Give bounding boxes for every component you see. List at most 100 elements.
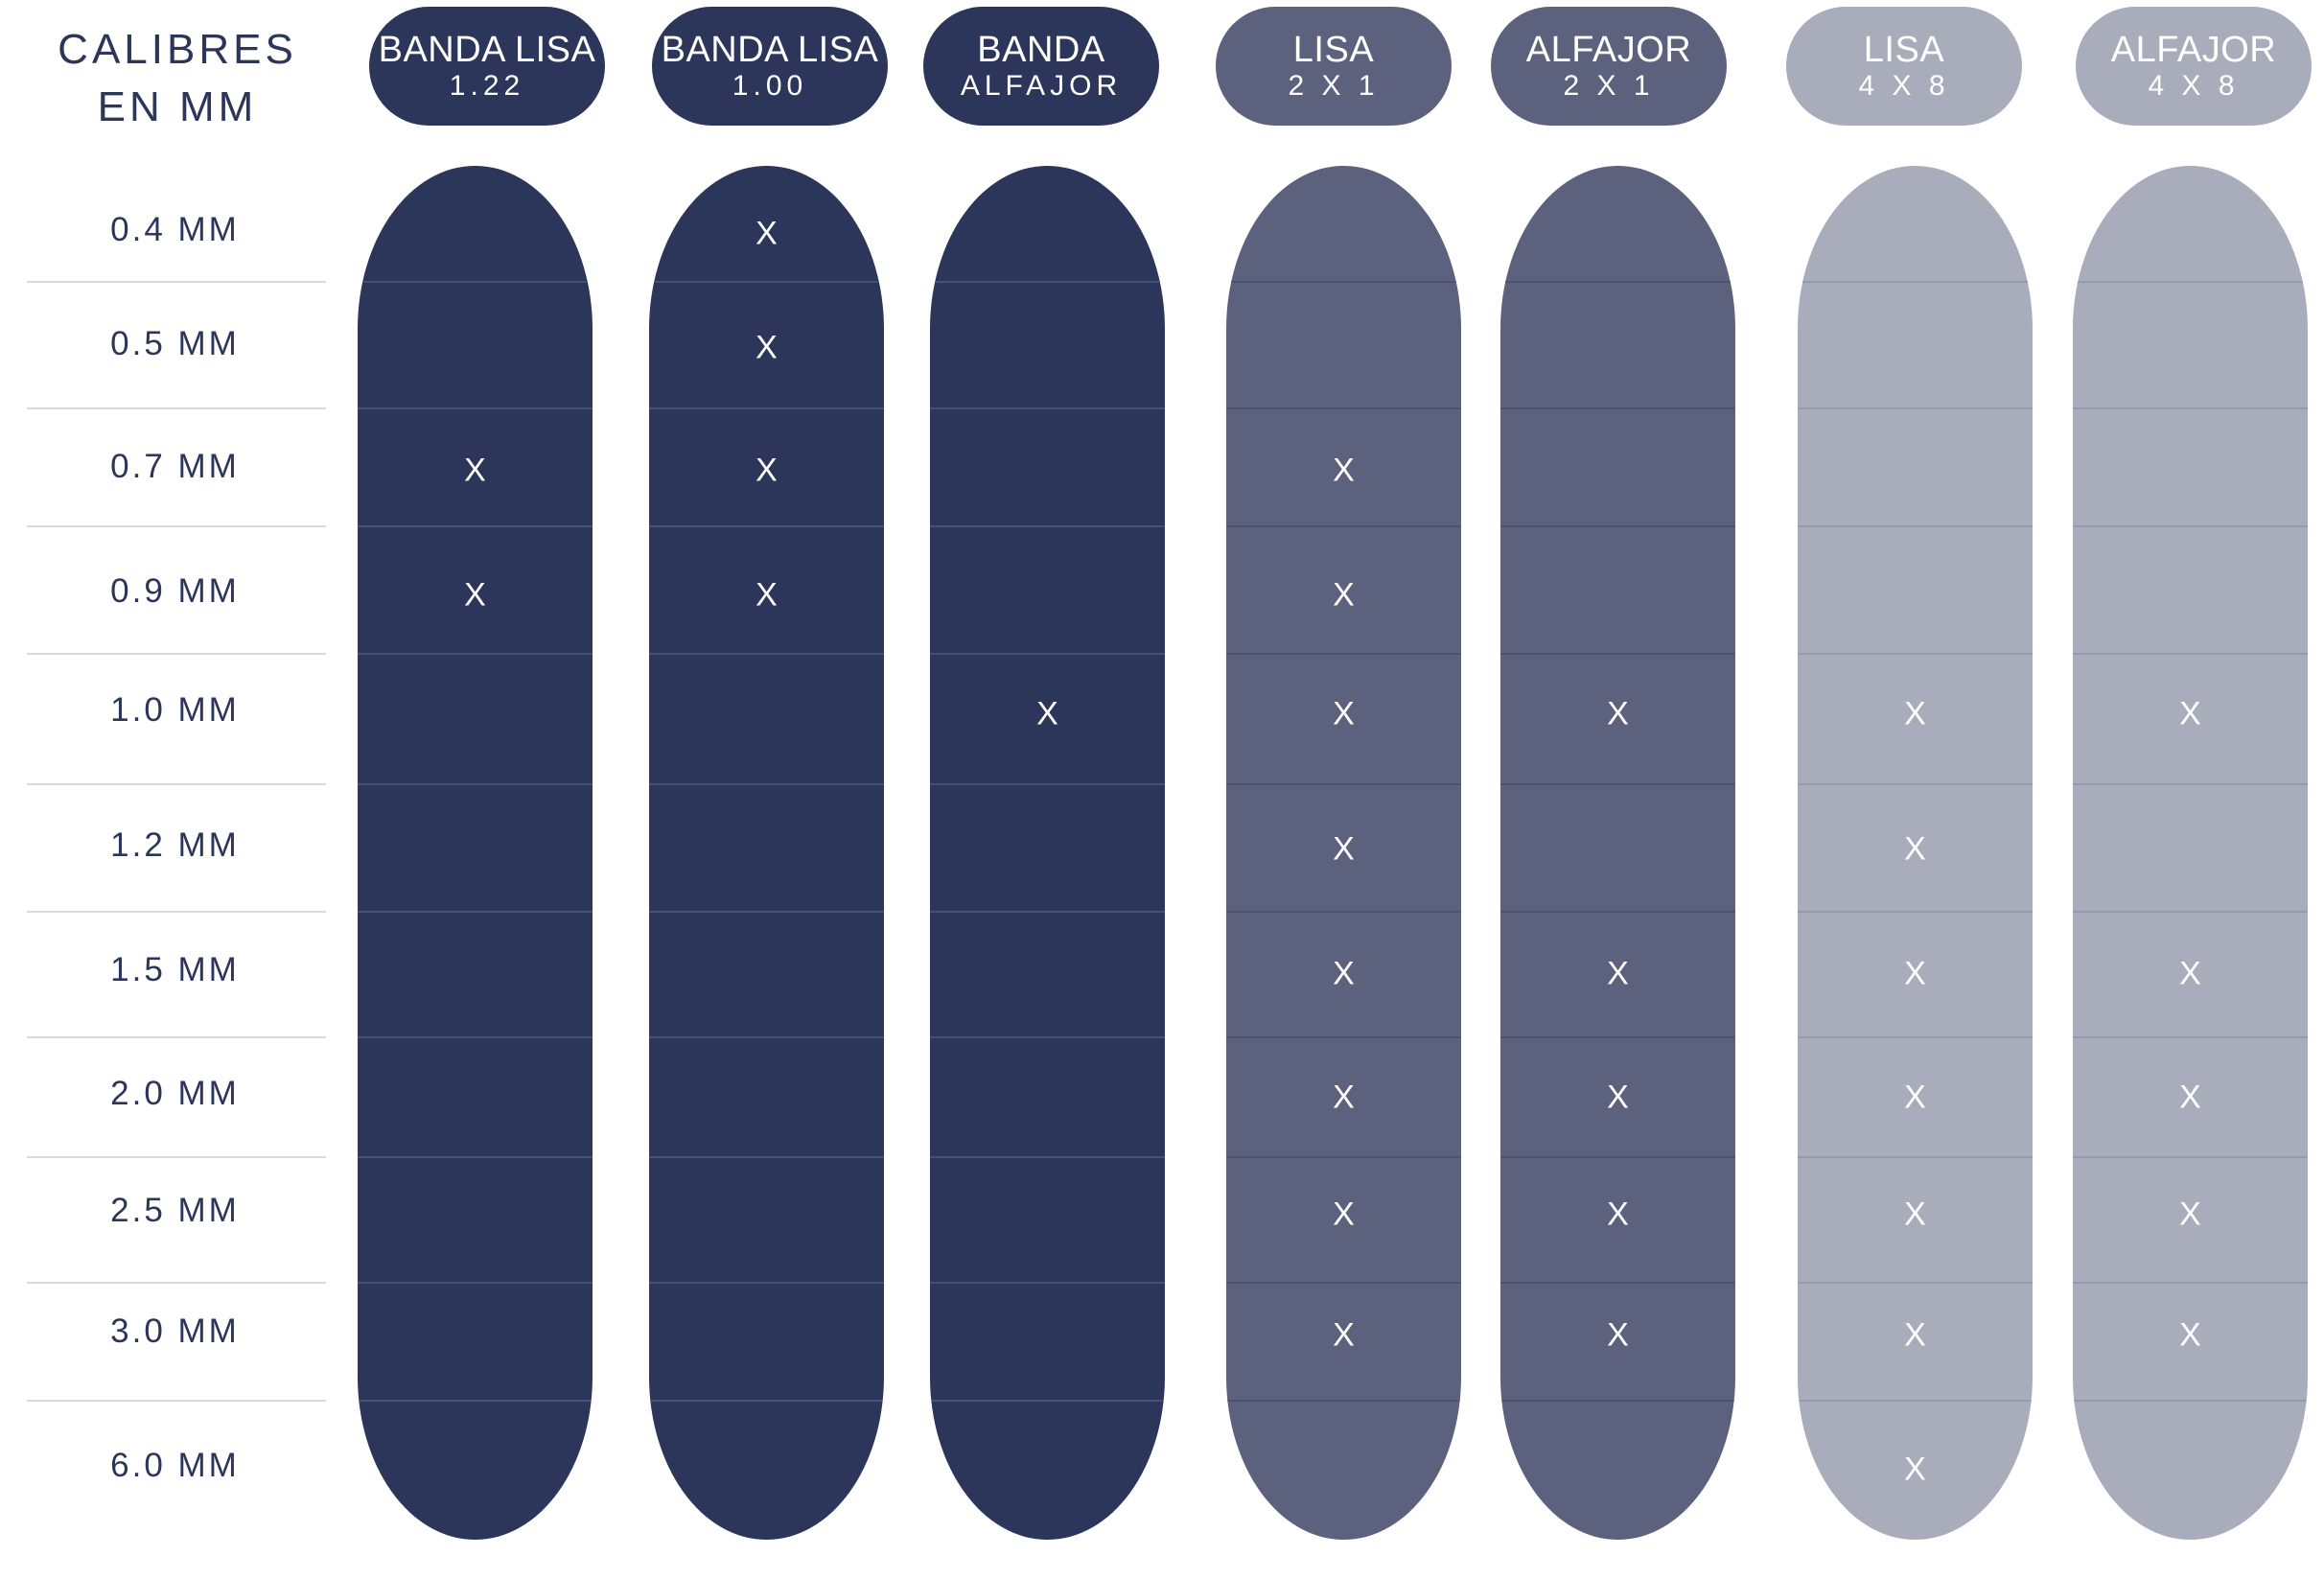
row-divider	[27, 653, 326, 655]
column-row-divider	[1798, 407, 2033, 409]
product-header-spec: 1.00	[732, 70, 808, 102]
column-row-divider	[2073, 911, 2308, 913]
product-column: X X X X X X X X	[1226, 166, 1461, 1540]
column-row-divider	[930, 1036, 1165, 1038]
column-row-divider	[2073, 783, 2308, 785]
table-title-line-1: CALIBRES	[58, 26, 297, 73]
column-row-divider	[1226, 525, 1461, 527]
availability-mark: X	[2179, 1316, 2201, 1354]
column-row-divider	[930, 783, 1165, 785]
availability-mark: X	[464, 576, 486, 614]
availability-mark: X	[755, 215, 778, 252]
column-row-divider	[649, 1400, 884, 1402]
column-row-divider	[1226, 911, 1461, 913]
availability-mark: X	[1904, 830, 1926, 868]
product-header: BANDA LISA 1.00	[652, 7, 888, 126]
column-row-divider	[649, 407, 884, 409]
availability-mark: X	[2179, 1196, 2201, 1233]
column-row-divider	[2073, 653, 2308, 655]
column-row-divider	[358, 525, 593, 527]
product-header-spec: 1.22	[449, 70, 525, 102]
column-row-divider	[1500, 1156, 1735, 1158]
availability-mark: X	[1904, 1079, 1926, 1116]
column-row-divider	[1226, 1156, 1461, 1158]
availability-mark: X	[1607, 695, 1629, 732]
gauge-label: 1.5 MM	[110, 951, 240, 988]
product-header-name: BANDA LISA	[378, 30, 596, 70]
availability-mark: X	[755, 329, 778, 366]
availability-mark: X	[1904, 1316, 1926, 1354]
column-row-divider	[358, 1400, 593, 1402]
column-row-divider	[2073, 1036, 2308, 1038]
column-row-divider	[1500, 407, 1735, 409]
availability-mark: X	[464, 452, 486, 489]
column-row-divider	[1798, 281, 2033, 283]
row-divider	[27, 911, 326, 913]
product-header-spec: 4 X 8	[1858, 70, 1950, 102]
column-row-divider	[1226, 1400, 1461, 1402]
column-row-divider	[930, 1400, 1165, 1402]
column-row-divider	[930, 1156, 1165, 1158]
availability-mark: X	[1333, 830, 1355, 868]
column-row-divider	[1798, 653, 2033, 655]
column-row-divider	[1500, 1036, 1735, 1038]
column-row-divider	[358, 1282, 593, 1284]
column-row-divider	[1226, 783, 1461, 785]
row-divider	[27, 525, 326, 527]
product-header: BANDA ALFAJOR	[923, 7, 1159, 126]
column-row-divider	[649, 1282, 884, 1284]
row-divider	[27, 783, 326, 785]
product-header: LISA 4 X 8	[1786, 7, 2022, 126]
column-row-divider	[1798, 1400, 2033, 1402]
column-row-divider	[2073, 1400, 2308, 1402]
column-row-divider	[2073, 281, 2308, 283]
column-row-divider	[1500, 1282, 1735, 1284]
column-row-divider	[1226, 1036, 1461, 1038]
column-row-divider	[649, 1036, 884, 1038]
column-row-divider	[1500, 911, 1735, 913]
availability-mark: X	[1333, 576, 1355, 614]
column-row-divider	[1798, 1282, 2033, 1284]
column-row-divider	[1500, 281, 1735, 283]
column-row-divider	[358, 281, 593, 283]
column-row-divider	[1500, 653, 1735, 655]
column-row-divider	[1226, 653, 1461, 655]
availability-mark: X	[1904, 955, 1926, 992]
row-divider	[27, 1282, 326, 1284]
availability-mark: X	[1333, 1316, 1355, 1354]
availability-mark: X	[1333, 955, 1355, 992]
column-row-divider	[1798, 911, 2033, 913]
gauge-label: 6.0 MM	[110, 1447, 240, 1484]
product-header-name: LISA	[1292, 30, 1375, 70]
availability-mark: X	[1904, 695, 1926, 732]
product-header: LISA 2 X 1	[1216, 7, 1452, 126]
product-column: X X X X X	[2073, 166, 2308, 1540]
column-row-divider	[2073, 525, 2308, 527]
column-row-divider	[649, 525, 884, 527]
column-row-divider	[2073, 1282, 2308, 1284]
column-row-divider	[358, 1036, 593, 1038]
column-row-divider	[1500, 1400, 1735, 1402]
column-row-divider	[1500, 783, 1735, 785]
column-row-divider	[1226, 1282, 1461, 1284]
availability-mark: X	[1333, 695, 1355, 732]
column-row-divider	[930, 525, 1165, 527]
product-column: X	[930, 166, 1165, 1540]
column-row-divider	[649, 1156, 884, 1158]
product-column: X X X X X X X	[1798, 166, 2033, 1540]
column-row-divider	[649, 281, 884, 283]
availability-mark: X	[1333, 452, 1355, 489]
product-header-spec: 4 X 8	[2148, 70, 2240, 102]
product-column: X X X X X	[1500, 166, 1735, 1540]
availability-mark: X	[1607, 1196, 1629, 1233]
availability-mark: X	[1333, 1079, 1355, 1116]
column-row-divider	[358, 783, 593, 785]
gauge-label: 3.0 MM	[110, 1312, 240, 1350]
row-divider	[27, 1036, 326, 1038]
column-row-divider	[1798, 1036, 2033, 1038]
column-row-divider	[649, 783, 884, 785]
availability-mark: X	[1607, 1079, 1629, 1116]
gauge-label: 1.2 MM	[110, 826, 240, 864]
product-column: X X X X	[649, 166, 884, 1540]
